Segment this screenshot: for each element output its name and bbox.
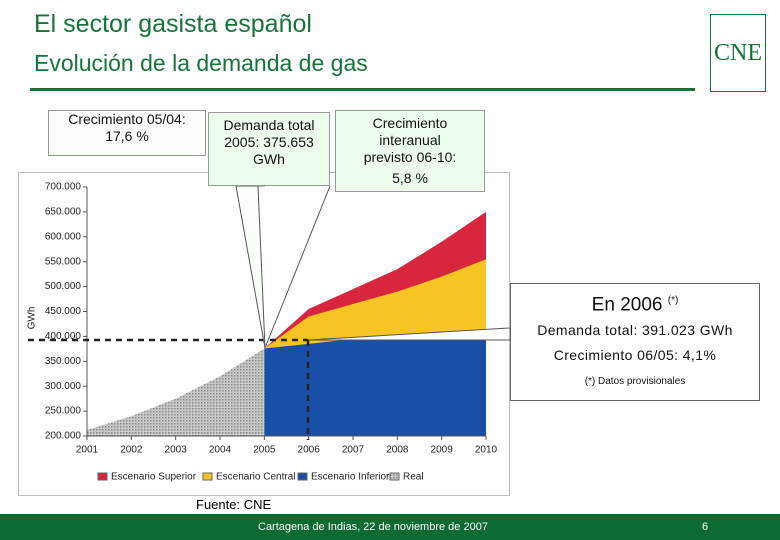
y-tick-label: 700.000 — [45, 182, 82, 193]
callout-line: 2005: 375.653 — [224, 134, 314, 150]
legend-label: Real — [403, 472, 424, 483]
callout-line: Crecimiento 06/05: 4,1% — [553, 347, 717, 364]
legend-label: Escenario Superior — [111, 472, 197, 483]
y-tick-label: 200.000 — [45, 431, 82, 442]
legend-label: Escenario Inferior — [311, 472, 390, 483]
footer: Cartagena de Indias, 22 de noviembre de … — [0, 514, 780, 540]
x-tick-label: 2003 — [165, 445, 188, 456]
callout: Crecimiento interanual previsto 06-10: 5… — [335, 110, 485, 192]
callout: En 2006 (*) Demanda total: 391.023 GWh C… — [510, 283, 760, 401]
x-tick-label: 2008 — [386, 445, 409, 456]
callout-pointer — [235, 185, 266, 349]
callout-note: (*) Datos provisionales — [584, 376, 686, 388]
connector — [264, 185, 331, 349]
legend-swatch — [297, 472, 308, 481]
plot: 200.000 250.000 300.000 350.000 400.000 450.0… — [27, 182, 498, 483]
x-tick-label: 2010 — [475, 445, 498, 456]
callout-mark: (*) — [667, 295, 679, 306]
page-number: 6 — [702, 521, 709, 533]
callout-line: interanual — [379, 132, 441, 148]
y-tick-label: 450.000 — [45, 306, 82, 317]
legend-label: Escenario Central — [216, 472, 295, 483]
x-tick-label: 2007 — [342, 445, 365, 456]
x-tick-label: 2004 — [209, 445, 232, 456]
x-tick-label: 2002 — [120, 445, 143, 456]
title: El sector gasista español — [34, 10, 312, 38]
logo: CNE — [710, 14, 766, 92]
x-tick-label: 2005 — [253, 445, 276, 456]
y-tick-label: 650.000 — [45, 207, 82, 218]
y-tick-label: 350.000 — [45, 356, 82, 367]
rule — [30, 88, 695, 91]
y-axis-label: GWh — [27, 307, 38, 330]
y-tick-label: 250.000 — [45, 406, 82, 417]
y-tick-label: 500.000 — [45, 281, 82, 292]
x-tick-label: 2001 — [76, 445, 99, 456]
y-tick-label: 600.000 — [45, 231, 82, 242]
callout-line: Demanda total — [223, 117, 315, 133]
y-tick-label: 550.000 — [45, 256, 82, 267]
y-tick-label: 400.000 — [45, 331, 82, 342]
callout-line: GWh — [253, 151, 285, 167]
callout-line: Crecimiento — [372, 115, 448, 131]
callout: Crecimiento 05/04: 17,6 % — [48, 110, 206, 156]
callout-line: 17,6 % — [105, 128, 149, 144]
callout-line: 5,8 % — [392, 170, 428, 186]
callout: Demanda total 2005: 375.653 GWh — [208, 112, 330, 186]
x-tick-label: 2006 — [298, 445, 321, 456]
legend-swatch — [97, 472, 108, 481]
x-tick-label: 2009 — [431, 445, 454, 456]
area — [87, 348, 265, 436]
footer-text: Cartagena de Indias, 22 de noviembre de … — [258, 521, 488, 533]
callout-line: Crecimiento 05/04: — [68, 111, 186, 127]
legend-swatch — [202, 472, 213, 481]
callout-title: En 2006 — [591, 294, 663, 316]
y-tick-label: 300.000 — [45, 381, 82, 392]
callout-line: Demanda total: 391.023 GWh — [537, 322, 733, 339]
legend-swatch — [389, 472, 400, 481]
callout-line: previsto 06-10: — [363, 149, 457, 165]
subtitle: Evolución de la demanda de gas — [34, 50, 368, 76]
source: Fuente: CNE — [196, 497, 272, 512]
area — [264, 329, 486, 436]
